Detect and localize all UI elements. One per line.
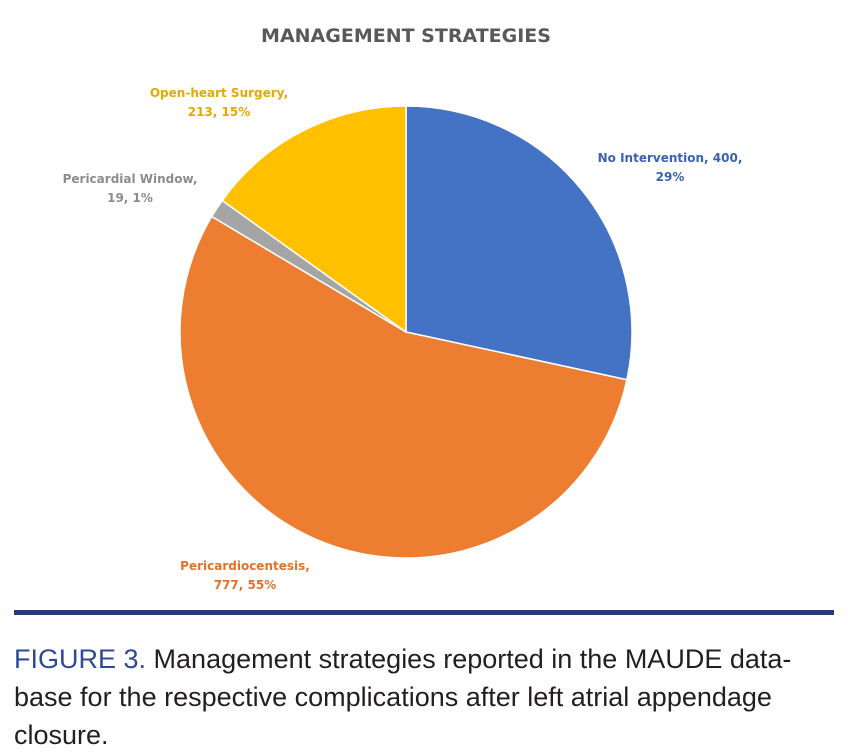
pie-label-line: 19, 1%: [107, 191, 153, 205]
pie-label-line: 29%: [656, 170, 685, 184]
pie-label-line: No Intervention, 400,: [598, 151, 743, 165]
pie-label-line: Pericardial Window,: [63, 172, 198, 186]
figure-label: FIGURE 3.: [14, 644, 147, 674]
figure-caption: FIGURE 3. Management strategies reported…: [14, 640, 840, 754]
pie-chart-svg: MANAGEMENT STRATEGIES No Intervention, 4…: [63, 25, 743, 592]
pie-label-no-intervention: No Intervention, 400, 29%: [598, 151, 743, 184]
pie-slices: [179, 105, 633, 559]
pie-slice-no-intervention: [405, 105, 633, 381]
pie-label-pericardiocentesis: Pericardiocentesis, 777, 55%: [180, 559, 310, 592]
pie-chart: MANAGEMENT STRATEGIES No Intervention, 4…: [63, 25, 743, 592]
pie-label-line: 777, 55%: [214, 578, 277, 592]
pie-label-line: Open-heart Surgery,: [150, 86, 288, 100]
pie-slice-open-heart-surgery: [221, 105, 407, 334]
pie-labels: No Intervention, 400, 29% Pericardiocentes…: [63, 86, 743, 592]
figure-caption-text: Management strategies reported in the MA…: [14, 644, 792, 750]
pie-slice-pericardiocentesis: [179, 215, 628, 559]
pie-label-line: Pericardiocentesis,: [180, 559, 310, 573]
chart-title: MANAGEMENT STRATEGIES: [261, 25, 551, 47]
pie-label-line: 213, 15%: [188, 105, 251, 119]
pie-label-open-heart-surgery: Open-heart Surgery, 213, 15%: [150, 86, 288, 119]
caption-divider: [14, 610, 834, 615]
pie-label-pericardial-window: Pericardial Window, 19, 1%: [63, 172, 198, 205]
